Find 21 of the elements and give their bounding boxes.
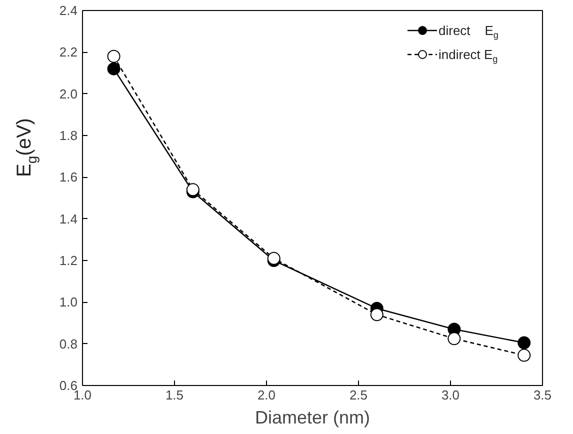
x-tick-label: 1.5 [165,388,184,402]
point [107,62,120,76]
x-tick-label: 2.5 [349,388,368,402]
y-tick-label: 1.6 [59,170,78,185]
point [448,332,461,346]
y-axis-title: Eg(eV) [14,118,40,177]
y-tick-label: 2.0 [59,86,78,102]
y-tick-label: 1.8 [59,128,78,143]
y-tick-label: 1.2 [59,253,78,268]
x-tick-label: 3.5 [533,388,552,402]
y-tick-label: 0.8 [59,336,78,352]
y-tick-label: 1.0 [59,294,78,310]
point [267,252,280,265]
point [518,336,531,350]
x-tick-label: 2.0 [257,388,276,402]
y-tick-label: 2.4 [59,3,78,18]
point [370,308,384,322]
y-tick-label: 2.2 [59,44,78,60]
x-tick-label: 3.0 [441,388,460,402]
x-axis-title: Diameter (nm) [254,408,370,428]
y-tick-label: 1.4 [59,211,78,226]
